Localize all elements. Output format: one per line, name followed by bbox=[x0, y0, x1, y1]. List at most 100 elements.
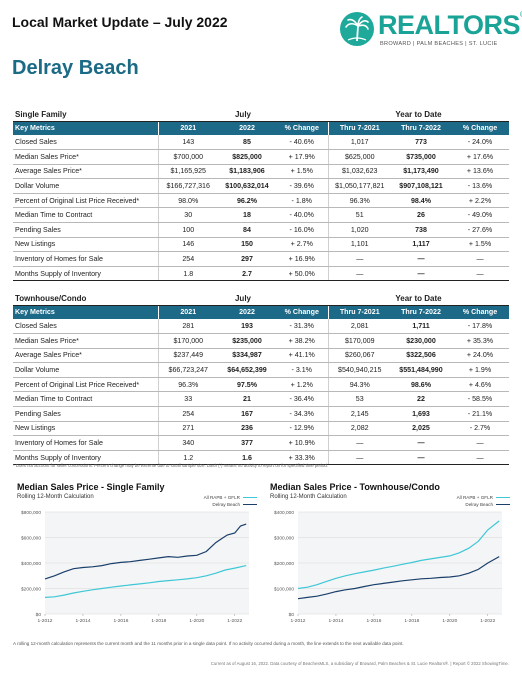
metric-value: 22 bbox=[391, 391, 451, 408]
metric-value: 773 bbox=[391, 135, 451, 151]
metric-value: 167 bbox=[218, 406, 276, 422]
metric-value: — bbox=[451, 266, 509, 282]
metric-label: Median Time to Contract bbox=[13, 391, 158, 408]
metric-label: Dollar Volume bbox=[13, 178, 158, 194]
metric-value: 2,145 bbox=[327, 406, 391, 422]
metric-value: + 17.9% bbox=[276, 149, 328, 165]
metric-value: — bbox=[391, 435, 451, 451]
table-row: Dollar Volume $66,723,247 $64,652,399- 3.1… bbox=[13, 362, 509, 378]
metric-value: 53 bbox=[327, 391, 391, 408]
metric-value: $735,000 bbox=[391, 149, 451, 165]
table-row: Median Time to Contract 33 21- 36.4% 53 22- … bbox=[13, 391, 509, 408]
column-header: Key Metrics bbox=[13, 305, 158, 319]
metric-value: — bbox=[327, 266, 391, 282]
y-tick-label: $200,000 bbox=[274, 561, 294, 567]
rolling-calc-note: A rolling 12-month calculation represent… bbox=[13, 641, 404, 646]
metric-value: $1,032,623 bbox=[327, 164, 391, 180]
section-title: Single Family bbox=[13, 105, 158, 122]
metric-value: $322,506 bbox=[391, 348, 451, 364]
metric-value: 340 bbox=[157, 435, 218, 451]
table-row: Percent of Original List Price Received*… bbox=[13, 377, 509, 393]
metric-label: Median Sales Price* bbox=[13, 333, 158, 349]
metric-value: $625,000 bbox=[327, 149, 391, 165]
table-row: Percent of Original List Price Received*… bbox=[13, 193, 509, 209]
metric-value: 193 bbox=[218, 319, 276, 335]
metric-value: + 1.5% bbox=[276, 164, 328, 180]
metric-value: 738 bbox=[391, 222, 451, 238]
logo-wordmark: REALTORS® bbox=[378, 10, 522, 40]
page-title: Local Market Update – July 2022 bbox=[12, 14, 228, 30]
metric-value: - 16.0% bbox=[276, 222, 328, 238]
metric-value: $700,000 bbox=[157, 149, 218, 165]
column-header: Thru 7-2022 bbox=[391, 121, 451, 135]
metric-value: 98.0% bbox=[157, 193, 218, 209]
metric-value: — bbox=[391, 450, 451, 466]
metric-value: - 3.1% bbox=[276, 362, 328, 378]
legend-item-all: All RAPB + GFLR bbox=[457, 494, 510, 501]
metric-value: 1,711 bbox=[391, 319, 451, 335]
metric-value: - 40.0% bbox=[276, 207, 328, 224]
metric-value: $551,484,990 bbox=[391, 362, 451, 378]
x-tick-label: 1-2014 bbox=[75, 618, 90, 624]
metric-value: - 40.6% bbox=[276, 135, 328, 151]
column-header: Key Metrics bbox=[13, 121, 158, 135]
table-row: Inventory of Homes for Sale 340 377 + 10.9%… bbox=[13, 435, 509, 451]
metric-value: - 27.6% bbox=[451, 222, 509, 238]
metric-value: $1,173,490 bbox=[391, 164, 451, 180]
table-row: Average Sales Price* $1,165,925 $1,183,906… bbox=[13, 164, 509, 180]
metric-value: $825,000 bbox=[218, 149, 276, 165]
metric-label: Median Time to Contract bbox=[13, 207, 158, 224]
x-tick-label: 1-2016 bbox=[113, 618, 128, 624]
metric-value: $260,067 bbox=[327, 348, 391, 364]
metric-value: - 12.9% bbox=[276, 421, 328, 437]
metric-value: $230,000 bbox=[391, 333, 451, 349]
townhouse-condo-table: Townhouse/Condo July Year to Date Key Metri… bbox=[13, 289, 509, 466]
column-header: 2021 bbox=[157, 121, 218, 135]
period-label-month: July bbox=[158, 289, 328, 306]
metric-value: 1,017 bbox=[327, 135, 391, 151]
legend-item-city: Delray Beach bbox=[204, 501, 257, 508]
metric-value: 254 bbox=[157, 251, 218, 267]
metric-value: 281 bbox=[157, 319, 218, 335]
y-tick-label: $600,000 bbox=[21, 535, 41, 541]
metric-value: 84 bbox=[218, 222, 276, 238]
data-credit: Current as of August 16, 2022. Data cour… bbox=[210, 661, 509, 666]
metric-value: + 2.7% bbox=[276, 237, 328, 253]
chart-townhouse-condo: Median Sales Price - Townhouse/Condo Rol… bbox=[270, 482, 510, 642]
metric-value: + 4.6% bbox=[451, 377, 509, 393]
metric-label: Months Supply of Inventory bbox=[13, 450, 158, 466]
x-tick-label: 1-2020 bbox=[442, 618, 457, 624]
y-tick-label: $0 bbox=[36, 612, 42, 618]
metric-value: + 35.3% bbox=[451, 333, 509, 349]
metric-value: 51 bbox=[327, 207, 391, 224]
table-row: Closed Sales 281 193- 31.3% 2,081 1,711- 17.… bbox=[13, 319, 509, 335]
x-tick-label: 1-2012 bbox=[38, 618, 53, 624]
logo-subtitle: BROWARD | PALM BEACHES | ST. LUCIE bbox=[380, 41, 498, 47]
column-header: Thru 7-2022 bbox=[391, 305, 451, 319]
legend-item-all: All RAPB + GFLR bbox=[204, 494, 257, 501]
column-header: % Change bbox=[276, 121, 328, 135]
metric-value: 26 bbox=[391, 207, 451, 224]
y-tick-label: $100,000 bbox=[274, 586, 294, 592]
metric-label: Closed Sales bbox=[13, 319, 158, 335]
metric-value: 2,082 bbox=[327, 421, 391, 437]
metric-value: 1,101 bbox=[327, 237, 391, 253]
chart-legend: All RAPB + GFLR Delray Beach bbox=[204, 494, 257, 508]
chart-title: Median Sales Price - Townhouse/Condo bbox=[270, 482, 440, 492]
metric-value: - 36.4% bbox=[276, 391, 328, 408]
column-header: 2022 bbox=[218, 305, 276, 319]
metric-value: + 13.6% bbox=[451, 164, 509, 180]
column-header: Thru 7-2021 bbox=[327, 305, 391, 319]
metric-label: Closed Sales bbox=[13, 135, 158, 151]
metric-label: Percent of Original List Price Received* bbox=[13, 377, 158, 393]
y-tick-label: $300,000 bbox=[274, 535, 294, 541]
metric-value: 96.3% bbox=[157, 377, 218, 393]
metric-label: Dollar Volume bbox=[13, 362, 158, 378]
metric-label: Inventory of Homes for Sale bbox=[13, 435, 158, 451]
metric-value: $235,000 bbox=[218, 333, 276, 349]
table-row: New Listings 146 150 + 2.7% 1,101 1,117 + 1.5% bbox=[13, 237, 509, 253]
metric-value: + 41.1% bbox=[276, 348, 328, 364]
metric-value: — bbox=[327, 435, 391, 451]
metric-value: + 38.2% bbox=[276, 333, 328, 349]
table-row: Pending Sales 100 84- 16.0% 1,020 738- 27.6% bbox=[13, 222, 509, 238]
